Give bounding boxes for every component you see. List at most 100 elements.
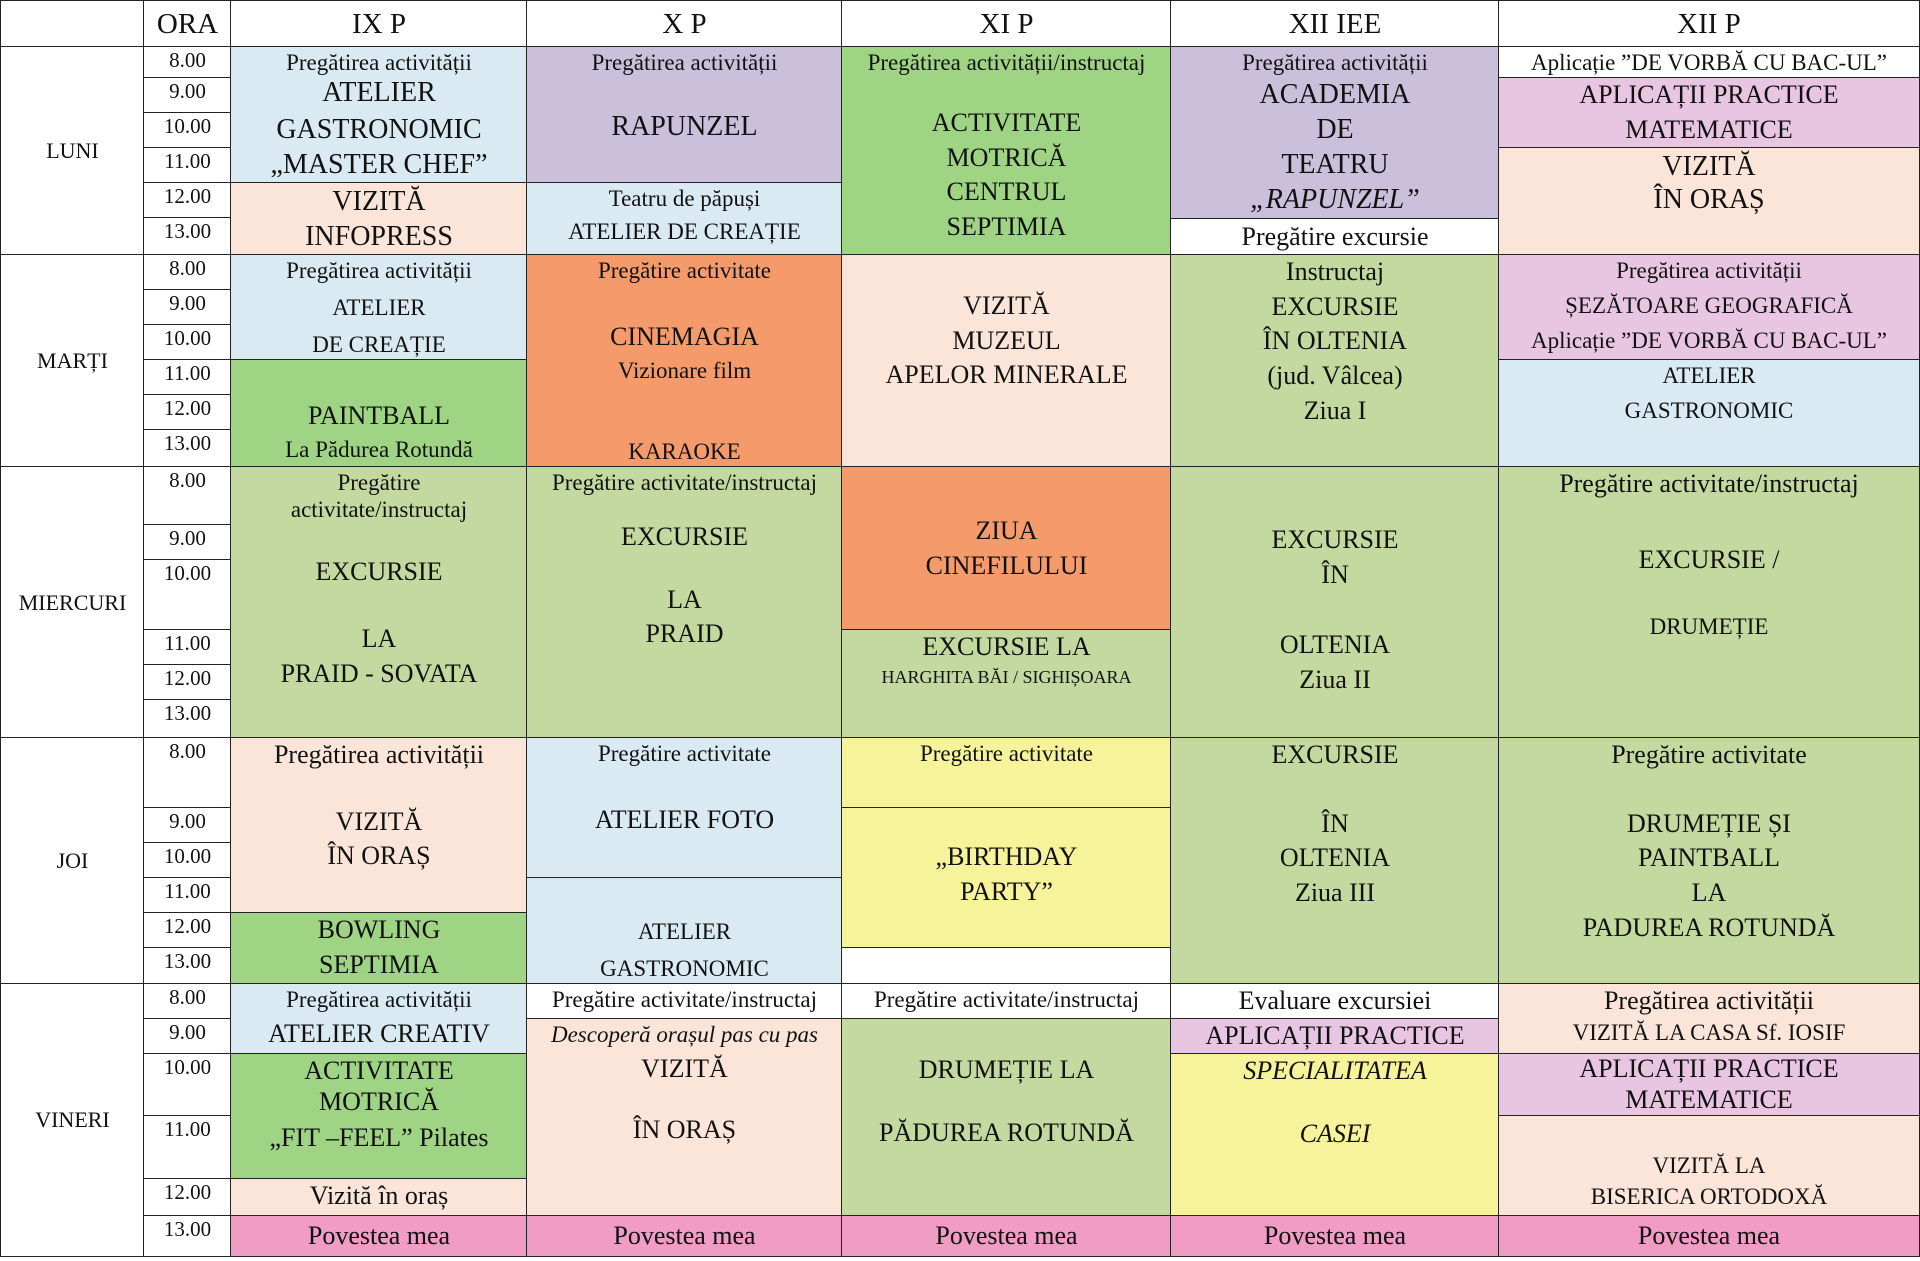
activity-block: ATELIER GASTRONOMIC [526,877,843,985]
activity-block: ZIUA CINEFILULUI [841,466,1172,631]
activity-block: EXCURSIE ÎN OLTENIA Ziua III [1170,737,1500,985]
activity-line: ACTIVITATE [931,108,1082,138]
activity-line: BOWLING [317,915,441,944]
activity-line: EXCURSIE [1271,291,1399,321]
activity-block: Povestea mea [1498,1215,1920,1257]
activity-line: PAINTBALL [1637,843,1781,873]
activity-block: Povestea mea [1170,1215,1500,1257]
activity-line: PARTY” [960,876,1053,906]
activity-line: Pregătire [337,470,421,495]
activity-line: Aplicație ”DE VORBĂ CU BAC-UL” [1530,328,1888,354]
activity-line: SPECIALITATEA [1243,1056,1427,1085]
activity-line: VIZITĂ [335,806,423,836]
activity-block: Aplicație ”DE VORBĂ CU BAC-UL” [1498,46,1920,79]
activity-line: CENTRUL [946,177,1067,207]
activity-line: LA [1691,878,1727,908]
activity-block: ATELIER GASTRONOMIC [1498,359,1920,468]
activity-line: „RAPUNZEL” [1250,184,1420,216]
activity-line: TEATRU [1281,149,1389,181]
day-joi: JOI [0,737,145,985]
time-luni-12: 12.00 [143,182,232,219]
activity-line: activitate/instructaj [290,497,468,523]
time-marti-12: 12.00 [143,394,232,431]
activity-line: Pregătirea activității [286,258,472,283]
activity-block: VIZITĂ INFOPRESS [230,182,528,256]
activity-line: Povestea mea [613,1220,756,1250]
activity-line: ÎN [1321,559,1349,589]
time-miercuri-13: 13.00 [143,699,232,739]
day-luni: LUNI [0,46,145,256]
activity-line: Aplicație ”DE VORBĂ CU BAC-UL” [1530,50,1888,75]
activity-line: VIZITĂ [641,1054,728,1084]
activity-block: Instructaj EXCURSIE ÎN OLTENIA (jud. Vâl… [1170,254,1500,468]
activity-line: APLICAȚII PRACTICE [1579,80,1839,110]
activity-block: Pregătirea activității/instructaj ACTIVI… [841,46,1172,256]
activity-line: MUZEUL [952,325,1061,355]
activity-line: ATELIER [637,918,732,944]
activity-line: ACTIVITATE [304,1056,454,1085]
activity-block: Pregătire activitate DRUMEȚIE ȘI PAINTBA… [1498,737,1920,985]
time-joi-12: 12.00 [143,912,232,949]
day-miercuri: MIERCURI [0,466,145,739]
activity-block: Pregătirea activității ATELIER DE CREAȚI… [230,254,528,361]
header-ora: ORA [143,0,232,48]
activity-line: Povestea mea [1637,1220,1781,1250]
activity-block: ACTIVITATE MOTRICĂ „FIT –FEEL” Pilates [230,1053,528,1180]
activity-line: Pregătirea activității/instructaj [867,50,1146,75]
time-luni-8: 8.00 [143,46,232,79]
time-miercuri-8: 8.00 [143,466,232,526]
activity-block: VIZITĂ MUZEUL APELOR MINERALE [841,254,1172,468]
activity-line: Pregătire activitate [597,258,772,283]
activity-block: Pregătire activitate/instructaj [526,983,843,1020]
activity-line: Pregătirea activității [591,50,778,75]
time-joi-13: 13.00 [143,947,232,985]
time-miercuri-10: 10.00 [143,559,232,631]
activity-line: DRUMEȚIE [1649,614,1769,640]
time-joi-10: 10.00 [143,842,232,879]
activity-line: ATELIER FOTO [594,805,775,835]
activity-line: ATELIER [1662,363,1756,388]
activity-line: MOTRICĂ [946,142,1067,172]
activity-block: Pregătire activitate/instructaj [841,983,1172,1020]
activity-line: Ziua I [1303,395,1367,425]
activity-line: Pregătire excursie [1241,221,1429,251]
activity-line: MOTRICĂ [319,1086,439,1116]
activity-block: Pregătirea activității ACADEMIA DE TEATR… [1170,46,1500,220]
time-luni-10: 10.00 [143,112,232,149]
activity-block: Pregătire activitate CINEMAGIA Vizionare… [526,254,843,468]
activity-line: ATELIER [322,77,436,109]
activity-line: Povestea mea [935,1220,1078,1250]
activity-line: PRAID - SOVATA [280,658,478,688]
activity-line: PĂDUREA ROTUNDĂ [879,1117,1134,1147]
header-class-xii-iee: XII IEE [1170,0,1500,48]
activity-line: DRUMEȚIE ȘI [1627,808,1791,838]
activity-line: DE CREAȚIE [312,332,446,358]
activity-line: EXCURSIE [620,522,749,552]
time-marti-10: 10.00 [143,324,232,361]
activity-line: Ziua III [1294,878,1376,908]
activity-line: Pregătirea activității [1616,258,1802,283]
activity-block: Pregătirea activității RAPUNZEL [526,46,843,184]
activity-block: Descoperă orașul pas cu pas VIZITĂ ÎN OR… [526,1018,843,1217]
header-class-x-p: X P [526,0,843,48]
activity-block: SPECIALITATEA CASEI [1170,1053,1500,1217]
activity-line: ȘEZĂTOARE GEOGRAFICĂ [1565,293,1853,319]
activity-block: „BIRTHDAY PARTY” [841,807,1172,949]
activity-line: ACADEMIA [1259,79,1411,111]
activity-line: Pregătire activitate/instructaj [873,987,1140,1012]
time-luni-11: 11.00 [143,147,232,184]
activity-line: ÎN [1321,808,1349,838]
activity-line: Descoperă orașul pas cu pas [550,1022,819,1047]
activity-block: Pregătire excursie [1170,218,1500,256]
activity-line: VIZITĂ LA CASA Sf. IOSIF [1572,1019,1846,1045]
activity-line: ÎN ORAȘ [1653,184,1765,216]
activity-block: DRUMEȚIE LA PĂDUREA ROTUNDĂ [841,1018,1172,1217]
activity-line: Pregătirea activității [286,50,472,75]
activity-line: Pregătire activitate [1611,740,1807,769]
activity-line: Pregătire activitate [919,741,1094,766]
activity-block: Povestea mea [841,1215,1172,1257]
activity-line: Pregătire activitate/instructaj [551,987,818,1012]
activity-line: Vizită în oraș [309,1181,449,1210]
activity-line: Pregătirea activității [1603,986,1815,1015]
